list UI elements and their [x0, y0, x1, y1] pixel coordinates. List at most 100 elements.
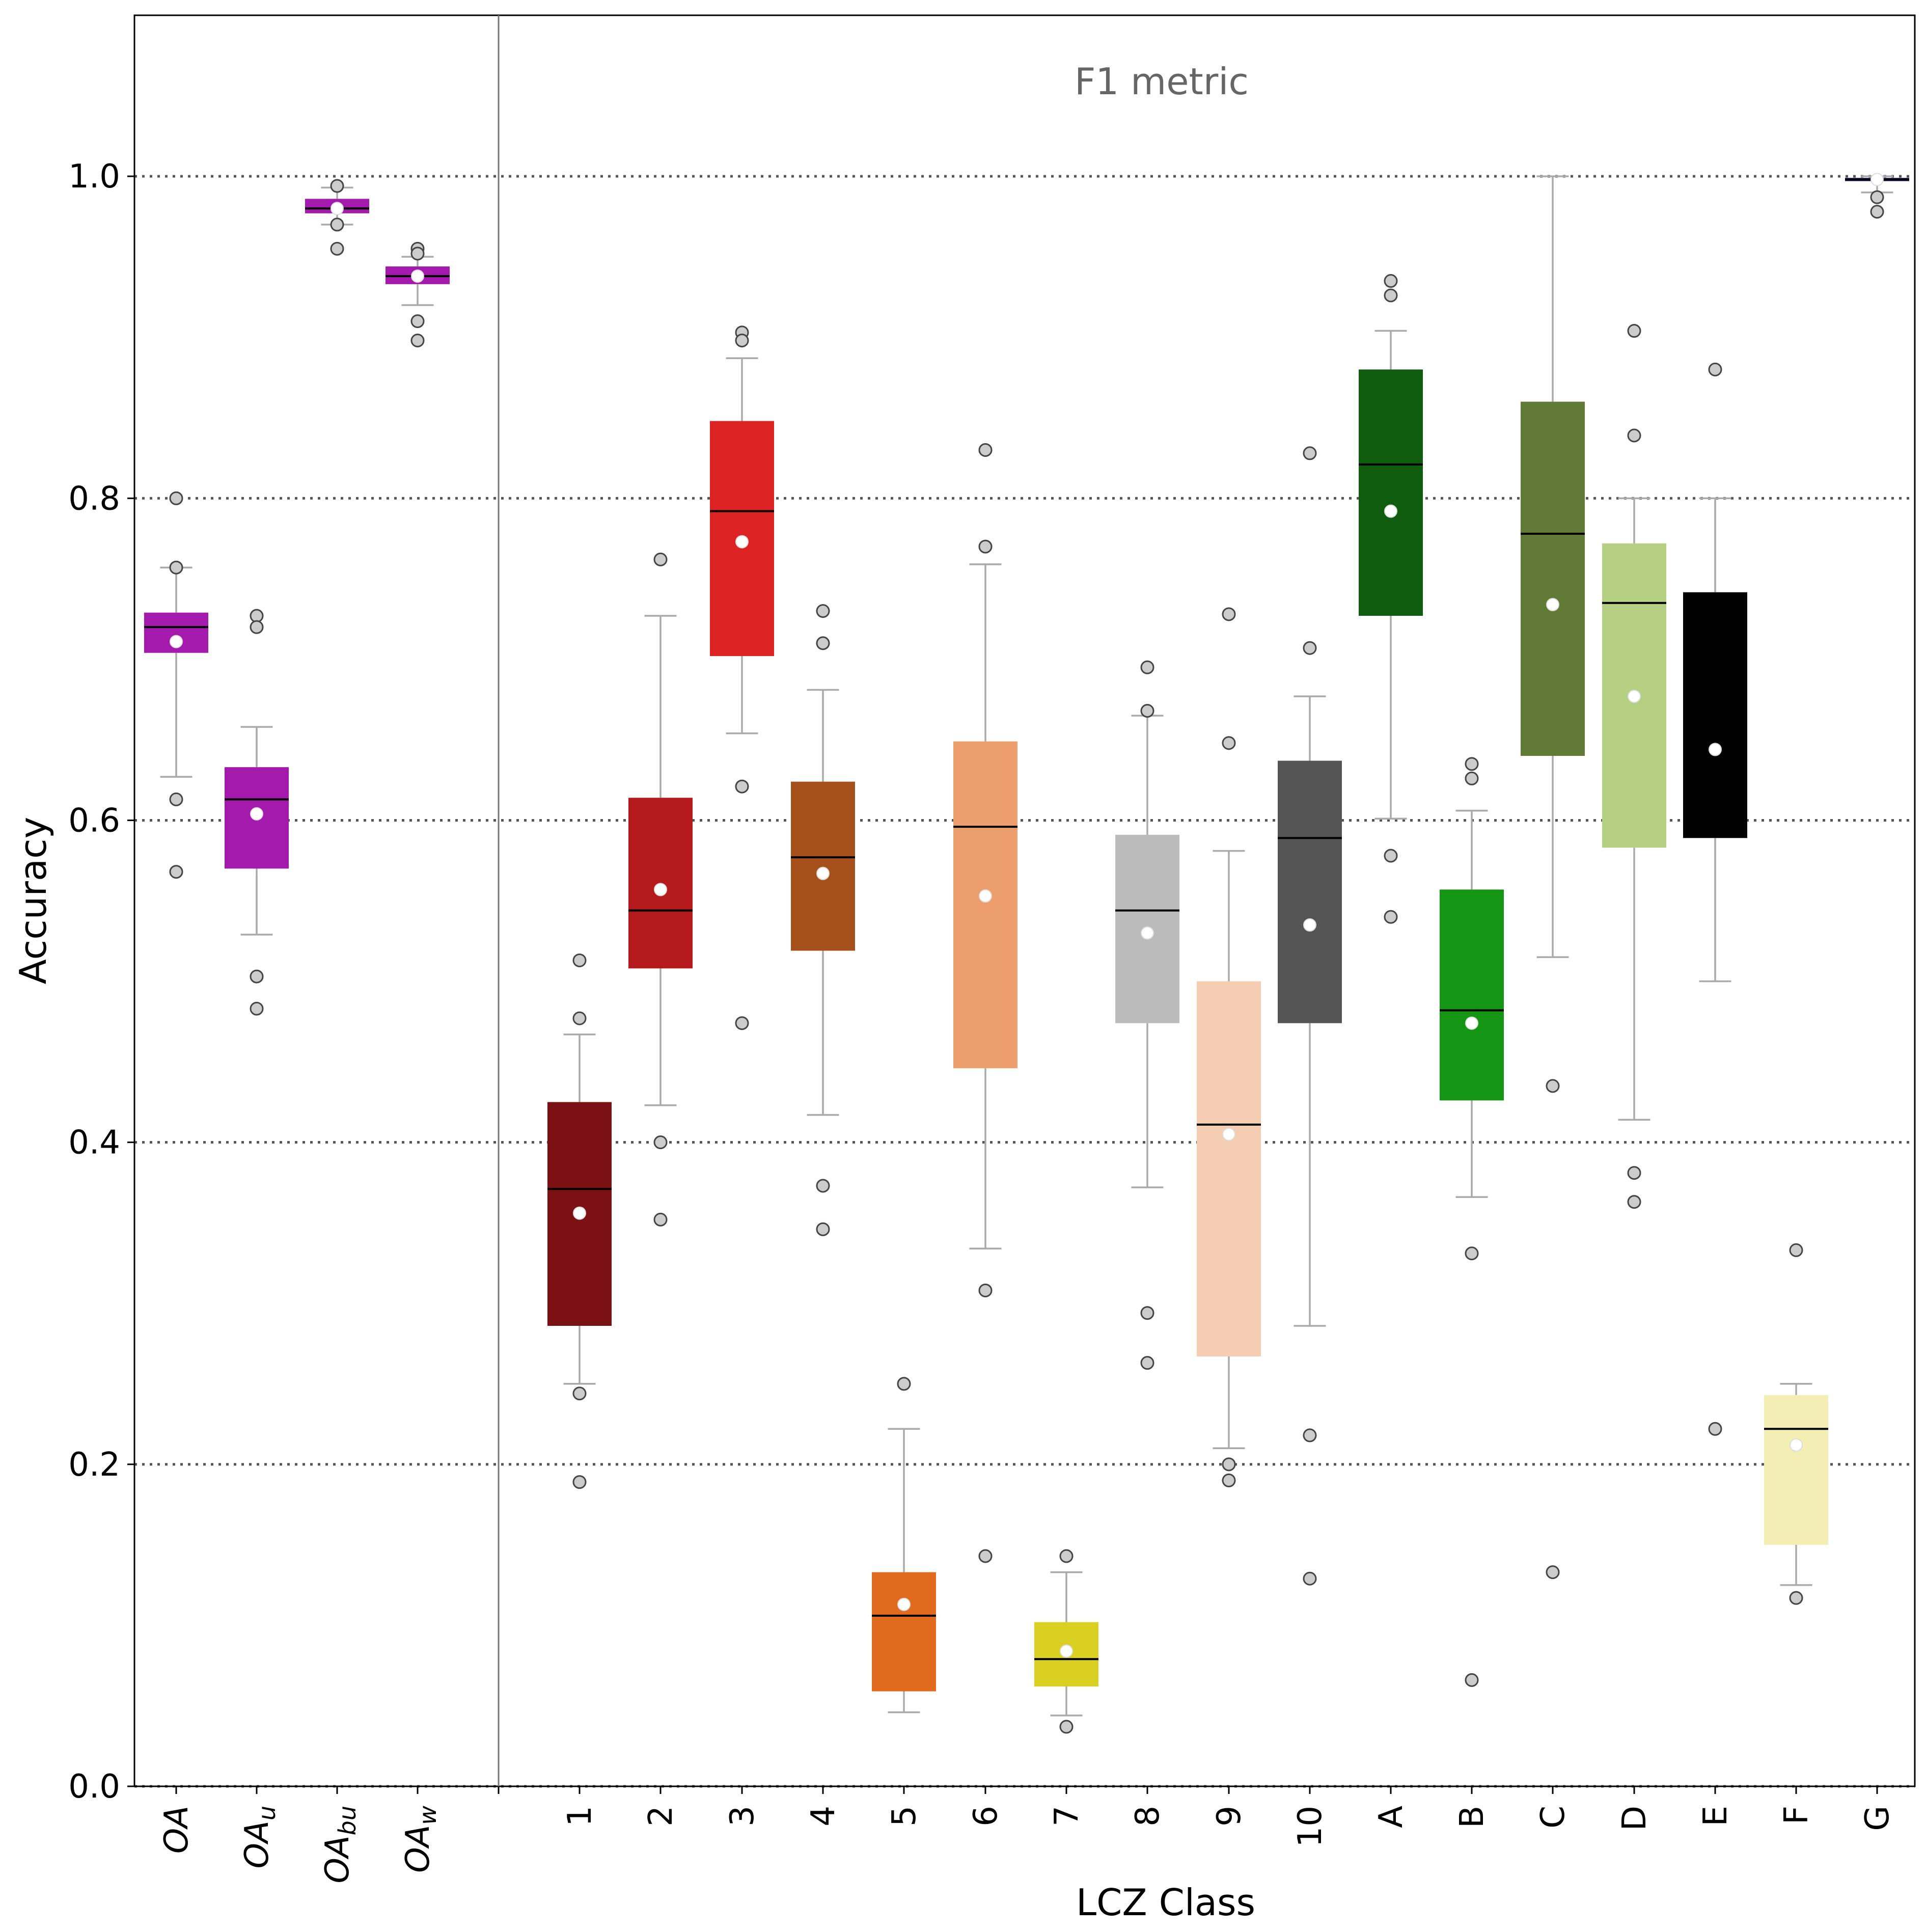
outlier-point — [250, 620, 264, 634]
outlier-point — [816, 1179, 830, 1193]
box — [1764, 1395, 1828, 1545]
box-group — [305, 179, 369, 256]
box-group — [791, 604, 855, 1236]
mean-point — [979, 889, 992, 903]
box-group — [1278, 446, 1342, 1586]
outlier-point — [816, 636, 830, 650]
box — [1197, 981, 1261, 1357]
x-tick-label: 2 — [642, 1806, 680, 1827]
box — [1521, 401, 1585, 756]
mean-point — [1060, 1644, 1073, 1658]
outlier-point — [1465, 771, 1479, 785]
y-tick-label: 1.0 — [68, 158, 120, 196]
outlier-point — [410, 247, 425, 261]
outlier-point — [572, 1475, 587, 1489]
x-tick-label: E — [1697, 1806, 1735, 1826]
box — [1359, 369, 1423, 616]
outlier-point — [978, 1283, 993, 1297]
box-group — [1115, 660, 1179, 1370]
outlier-point — [1303, 641, 1317, 655]
outlier-point — [169, 792, 183, 806]
y-axis-title: Accuracy — [12, 817, 54, 985]
outlier-point — [653, 1135, 668, 1150]
box — [1278, 760, 1342, 1023]
mean-point — [1790, 1438, 1803, 1452]
outlier-point — [330, 179, 344, 193]
outlier-point — [1303, 446, 1317, 460]
outlier-point — [250, 1001, 264, 1016]
outlier-point — [735, 779, 749, 794]
mean-point — [1465, 1016, 1478, 1030]
mean-point — [816, 866, 830, 880]
box-group — [1521, 175, 1585, 1580]
box — [791, 781, 855, 951]
y-tick-label: 0.8 — [68, 480, 120, 518]
outlier-point — [1870, 190, 1884, 204]
outlier-point — [1708, 362, 1722, 376]
x-tick-label: 8 — [1129, 1806, 1167, 1827]
outlier-point — [1222, 736, 1236, 750]
outlier-point — [1303, 1428, 1317, 1443]
outlier-point — [169, 865, 183, 879]
outlier-point — [250, 609, 264, 623]
x-tick-label: 5 — [886, 1806, 923, 1827]
mean-point — [250, 807, 263, 821]
x-tick-label: OA — [158, 1806, 196, 1854]
outlier-point — [330, 241, 344, 256]
outlier-point — [816, 604, 830, 618]
x-tick-label: OAw — [399, 1806, 442, 1873]
x-tick-label: D — [1616, 1806, 1654, 1831]
outlier-point — [1708, 1422, 1722, 1436]
outlier-point — [978, 443, 993, 457]
x-tick-label: 6 — [967, 1806, 1005, 1827]
outlier-point — [1627, 1166, 1641, 1180]
outlier-point — [1140, 1306, 1154, 1320]
box-group — [144, 491, 208, 879]
y-tick-label: 0.6 — [68, 802, 120, 839]
outlier-point — [1303, 1571, 1317, 1586]
box — [1440, 889, 1504, 1101]
mean-point — [735, 535, 749, 549]
x-tick-label: 1 — [561, 1806, 599, 1827]
box — [872, 1572, 936, 1692]
outlier-point — [169, 560, 183, 575]
mean-point — [654, 883, 667, 896]
outlier-point — [572, 1386, 587, 1401]
outlier-point — [1222, 1457, 1236, 1472]
box-group — [1359, 274, 1423, 924]
box — [1683, 593, 1747, 838]
x-tick-label: F — [1778, 1806, 1815, 1825]
box-group — [1197, 607, 1261, 1487]
box-group — [1764, 1243, 1828, 1605]
box-group — [1602, 324, 1666, 1209]
x-tick-label: 10 — [1291, 1806, 1329, 1847]
y-tick-label: 0.4 — [68, 1124, 120, 1162]
gridlines — [134, 175, 1915, 1788]
outlier-point — [1627, 1195, 1641, 1209]
outlier-point — [1222, 1473, 1236, 1487]
box-group — [1034, 1549, 1098, 1734]
x-tick-label: 7 — [1048, 1806, 1086, 1827]
chart-annotation: F1 metric — [1075, 60, 1249, 103]
outlier-point — [572, 1011, 587, 1025]
mean-point — [1303, 918, 1316, 932]
box-group — [872, 1377, 936, 1713]
outlier-point — [1465, 757, 1479, 771]
outlier-point — [1140, 660, 1154, 674]
outlier-point — [1789, 1591, 1803, 1605]
box-group — [386, 241, 450, 348]
mean-point — [1222, 1127, 1235, 1141]
x-tick-label: A — [1372, 1806, 1410, 1828]
boxes — [144, 173, 1909, 1734]
mean-point — [331, 202, 344, 215]
outlier-point — [1789, 1243, 1803, 1257]
x-axis-title: LCZ Class — [1076, 1881, 1255, 1924]
box-group — [1845, 173, 1909, 219]
x-tick-label: G — [1859, 1806, 1896, 1831]
outlier-point — [1546, 1079, 1560, 1093]
mean-point — [1384, 504, 1397, 518]
outlier-point — [1059, 1549, 1074, 1563]
outlier-point — [978, 1549, 993, 1563]
box-group — [710, 325, 774, 1030]
outlier-point — [1870, 205, 1884, 219]
